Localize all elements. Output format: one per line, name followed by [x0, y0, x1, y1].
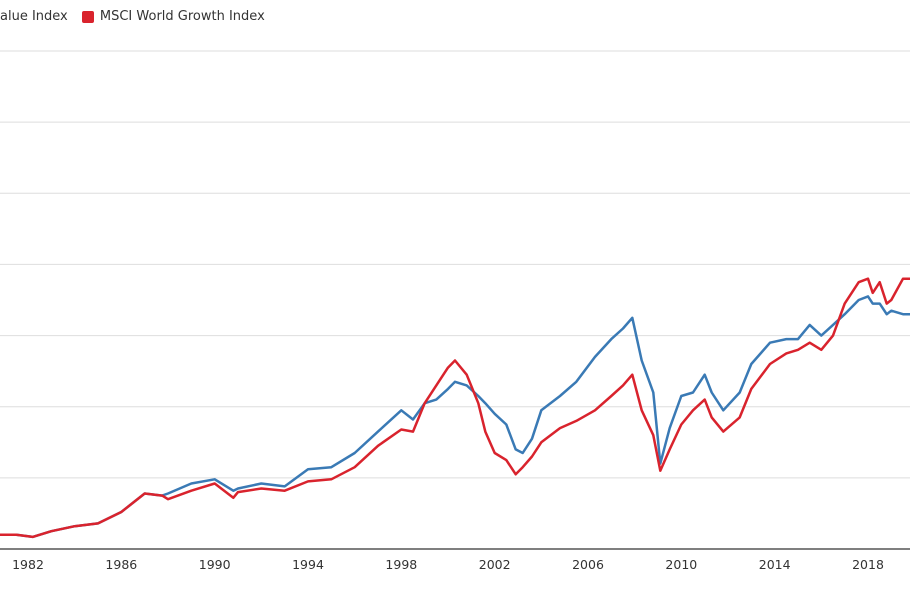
x-tick-label: 2018 — [852, 557, 884, 572]
x-tick-label: 1982 — [12, 557, 44, 572]
x-tick-label: 2002 — [479, 557, 511, 572]
legend-label-value: alue Index — [0, 9, 68, 24]
x-tick-label: 2006 — [572, 557, 604, 572]
series-line-growth — [0, 277, 910, 539]
series-line-value — [0, 295, 910, 539]
x-tick-labels: 1982 1986 1990 1994 1998 2002 2006 2010 2014 2018 — [12, 557, 884, 572]
x-tick-label: 1994 — [292, 557, 324, 572]
chart-legend: alue Index MSCI World Growth Index — [0, 9, 275, 29]
gridlines — [0, 50, 910, 479]
x-tick-label: 1986 — [105, 557, 137, 572]
legend-item-value[interactable]: alue Index — [0, 9, 68, 24]
legend-label-growth: MSCI World Growth Index — [99, 9, 265, 24]
x-tick-label: 2014 — [759, 557, 791, 572]
x-tick-label: 1990 — [199, 557, 231, 572]
series-lines — [0, 277, 910, 539]
legend-item-growth[interactable]: MSCI World Growth Index — [81, 9, 265, 24]
x-tick-label: 2010 — [665, 557, 697, 572]
legend-swatch-growth — [81, 10, 94, 23]
x-tick-label: 1998 — [385, 557, 417, 572]
